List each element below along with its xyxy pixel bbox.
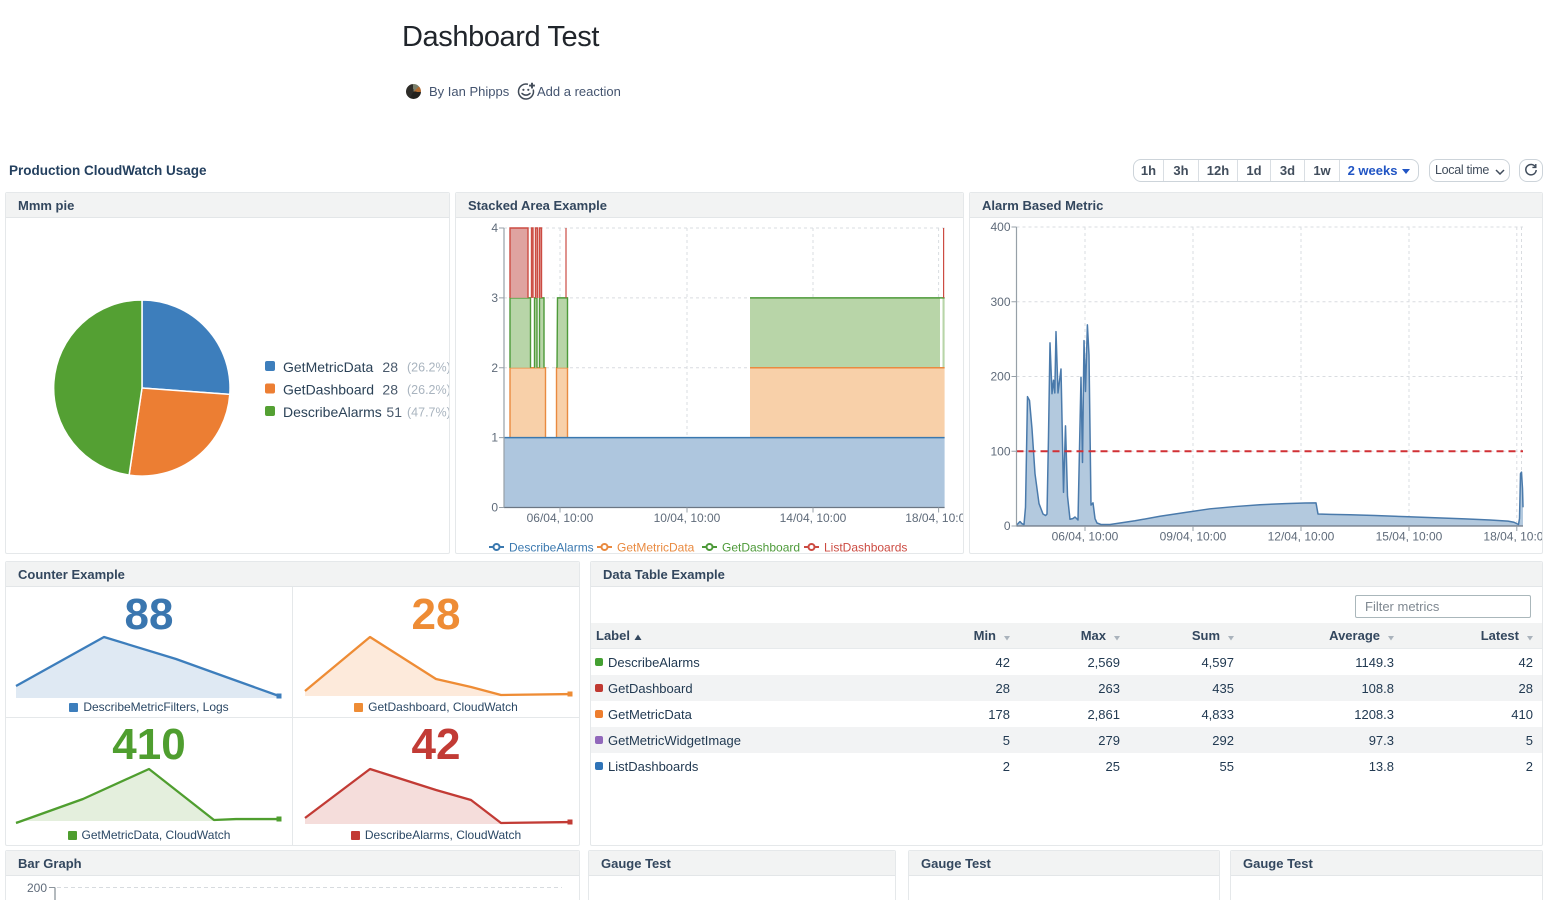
svg-text:06/04, 10:00: 06/04, 10:00 [1052, 530, 1119, 544]
svg-text:(47.7%): (47.7%) [407, 406, 449, 420]
svg-text:09/04, 10:00: 09/04, 10:00 [1160, 530, 1227, 544]
svg-text:GetMetricData: GetMetricData [617, 541, 695, 554]
svg-text:51: 51 [386, 404, 402, 420]
svg-text:(26.2%): (26.2%) [407, 361, 449, 375]
svg-text:DescribeAlarms: DescribeAlarms [283, 404, 382, 420]
svg-text:18/04, 10:00: 18/04, 10:00 [1483, 530, 1542, 544]
svg-text:18/04, 10:00: 18/04, 10:00 [905, 511, 963, 525]
svg-text:28: 28 [382, 382, 398, 398]
svg-text:3: 3 [491, 291, 498, 305]
svg-text:100: 100 [990, 444, 1010, 458]
svg-text:4: 4 [491, 221, 498, 235]
svg-text:GetDashboard: GetDashboard [722, 541, 800, 554]
svg-text:GetDashboard: GetDashboard [283, 382, 374, 398]
svg-text:10/04, 10:00: 10/04, 10:00 [654, 511, 721, 525]
svg-text:06/04, 10:00: 06/04, 10:00 [527, 511, 594, 525]
svg-text:200: 200 [990, 370, 1010, 384]
svg-text:28: 28 [382, 359, 398, 375]
svg-text:1: 1 [491, 431, 498, 445]
svg-text:GetMetricData: GetMetricData [283, 359, 373, 375]
svg-text:0: 0 [491, 501, 498, 515]
svg-text:ListDashboards: ListDashboards [824, 541, 907, 554]
svg-text:14/04, 10:00: 14/04, 10:00 [780, 511, 847, 525]
svg-text:2: 2 [491, 361, 498, 375]
svg-text:12/04, 10:00: 12/04, 10:00 [1268, 530, 1335, 544]
svg-text:200: 200 [27, 881, 47, 895]
svg-text:0: 0 [1004, 519, 1011, 533]
svg-text:DescribeAlarms: DescribeAlarms [509, 541, 594, 554]
svg-text:15/04, 10:00: 15/04, 10:00 [1376, 530, 1443, 544]
svg-text:(26.2%): (26.2%) [407, 383, 449, 397]
svg-text:300: 300 [990, 295, 1010, 309]
svg-text:400: 400 [990, 220, 1010, 234]
